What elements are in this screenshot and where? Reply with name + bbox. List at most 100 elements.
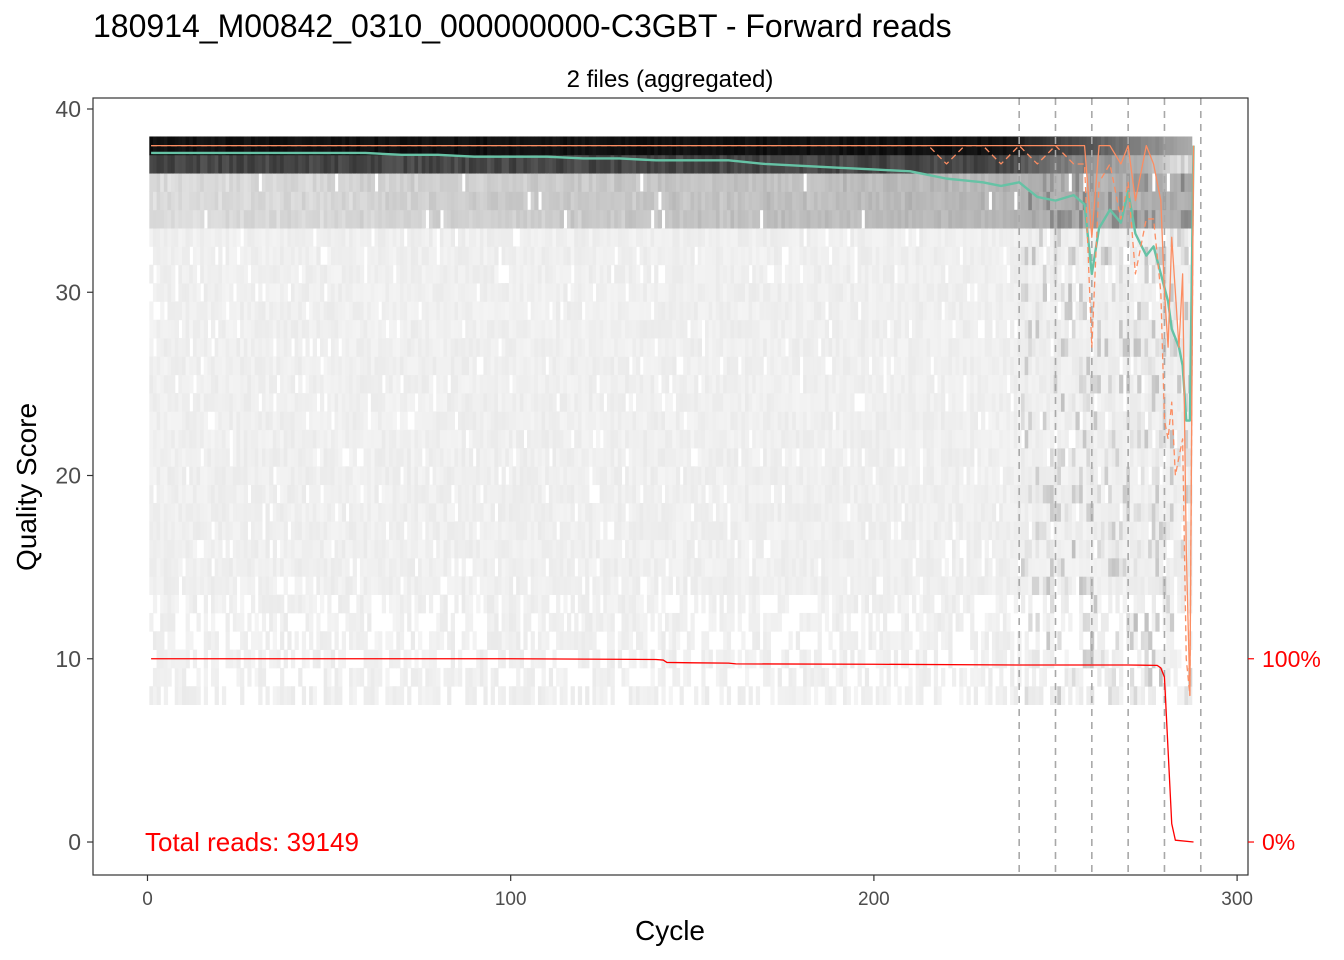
heatmap-cell — [505, 356, 510, 376]
heatmap-cell — [523, 686, 528, 705]
heatmap-cell — [643, 209, 648, 229]
heatmap-cell — [628, 466, 633, 486]
heatmap-cell — [708, 154, 713, 174]
heatmap-cell — [636, 521, 641, 541]
heatmap-cell — [389, 466, 394, 486]
heatmap-cell — [606, 301, 612, 321]
heatmap-cell — [294, 466, 299, 486]
heatmap-cell — [240, 319, 245, 339]
heatmap-cell — [171, 631, 176, 650]
heatmap-cell — [581, 466, 586, 486]
heatmap-cell — [243, 631, 248, 650]
heatmap-cell — [378, 154, 383, 174]
heatmap-cell — [792, 283, 797, 302]
heatmap-cell — [410, 484, 416, 504]
heatmap-cell — [203, 576, 209, 596]
heatmap-cell — [628, 429, 633, 449]
heatmap-cell — [625, 667, 630, 687]
heatmap-cell — [548, 319, 554, 339]
heatmap-cell — [185, 283, 190, 302]
heatmap-cell — [214, 411, 219, 431]
heatmap-cell — [697, 319, 702, 339]
heatmap-cell — [258, 191, 263, 211]
heatmap-cell — [570, 576, 575, 596]
heatmap-cell — [305, 173, 310, 192]
heatmap-cell — [748, 301, 753, 321]
heatmap-cell — [338, 356, 343, 376]
heatmap-cell — [752, 466, 757, 486]
heatmap-cell — [203, 484, 209, 504]
heatmap-cell — [585, 319, 590, 339]
heatmap-cell — [327, 539, 332, 559]
heatmap-cell — [265, 521, 270, 541]
heatmap-cell — [338, 191, 343, 211]
heatmap-cell — [715, 374, 721, 394]
heatmap-cell — [149, 173, 154, 192]
heatmap-cell — [479, 319, 485, 339]
heatmap-cell — [261, 429, 267, 449]
heatmap-cell — [178, 393, 183, 412]
heatmap-cell — [748, 484, 753, 504]
heatmap-cell — [494, 228, 499, 247]
heatmap-cell — [254, 173, 259, 192]
heatmap-cell — [726, 649, 732, 669]
heatmap-cell — [479, 173, 485, 192]
heatmap-cell — [472, 356, 477, 376]
heatmap-cell — [436, 191, 441, 211]
heatmap-cell — [487, 209, 492, 229]
heatmap-cell — [537, 246, 543, 266]
heatmap-cell — [683, 466, 688, 486]
heatmap-cell — [316, 502, 321, 522]
heatmap-cell — [214, 264, 219, 284]
heatmap-cell — [523, 466, 528, 486]
heatmap-cell — [679, 374, 684, 394]
heatmap-cell — [254, 228, 259, 247]
heatmap-cell — [614, 576, 619, 596]
heatmap-cell — [726, 191, 732, 211]
heatmap-cell — [181, 246, 187, 266]
heatmap-cell — [744, 374, 750, 394]
heatmap-cell — [359, 502, 365, 522]
heatmap-cell — [196, 521, 201, 541]
heatmap-cell — [439, 283, 445, 302]
heatmap-cell — [294, 557, 299, 577]
heatmap-cell — [483, 466, 488, 486]
heatmap-cell — [261, 374, 267, 394]
heatmap-cell — [657, 154, 663, 174]
heatmap-cell — [403, 448, 408, 467]
heatmap-cell — [203, 319, 209, 339]
heatmap-cell — [443, 557, 448, 577]
heatmap-cell — [465, 319, 470, 339]
heatmap-cell — [766, 612, 771, 632]
heatmap-cell — [258, 557, 263, 577]
heatmap-cell — [654, 209, 659, 229]
heatmap-cell — [646, 502, 652, 522]
heatmap-cell — [505, 429, 510, 449]
heatmap-cell — [410, 374, 416, 394]
heatmap-cell — [628, 576, 633, 596]
heatmap-cell — [646, 594, 652, 614]
heatmap-cell — [534, 466, 539, 486]
heatmap-cell — [330, 154, 336, 174]
heatmap-cell — [730, 191, 735, 211]
heatmap-cell — [171, 411, 176, 431]
heatmap-cell — [657, 228, 663, 247]
heatmap-cell — [258, 594, 263, 614]
heatmap-cell — [236, 484, 241, 504]
heatmap-cell — [276, 191, 281, 211]
heatmap-cell — [272, 246, 278, 266]
heatmap-cell — [585, 502, 590, 522]
heatmap-cell — [458, 154, 463, 174]
heatmap-cell — [795, 539, 801, 559]
heatmap-cell — [414, 319, 419, 339]
heatmap-cell — [163, 466, 169, 486]
heatmap-cell — [370, 502, 376, 522]
heatmap-cell — [636, 374, 641, 394]
heatmap-cell — [519, 521, 524, 541]
heatmap-cell — [396, 539, 401, 559]
heatmap-cell — [701, 264, 706, 284]
heatmap-cell — [628, 338, 633, 357]
heatmap-cell — [705, 429, 710, 449]
heatmap-cell — [156, 319, 161, 339]
heatmap-cell — [247, 448, 252, 467]
